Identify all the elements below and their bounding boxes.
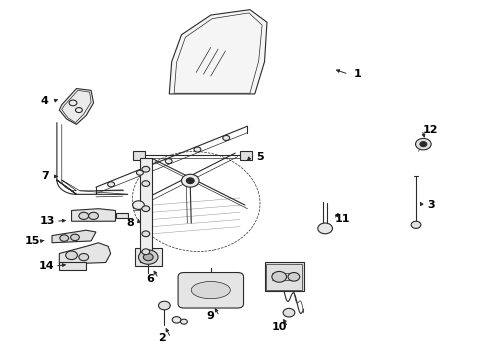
Circle shape	[66, 251, 77, 260]
Text: 13: 13	[39, 216, 55, 226]
Polygon shape	[135, 248, 162, 266]
Text: 5: 5	[256, 152, 264, 162]
Polygon shape	[116, 213, 128, 219]
Polygon shape	[52, 230, 96, 243]
Circle shape	[420, 141, 427, 147]
Circle shape	[142, 206, 150, 212]
Polygon shape	[59, 89, 94, 125]
Circle shape	[79, 212, 89, 220]
Circle shape	[71, 234, 79, 240]
Circle shape	[133, 201, 145, 210]
Polygon shape	[59, 243, 111, 264]
Text: 1: 1	[353, 69, 361, 79]
Text: 6: 6	[146, 274, 154, 284]
Text: 9: 9	[207, 311, 215, 321]
Circle shape	[142, 249, 150, 255]
Circle shape	[139, 250, 158, 264]
Circle shape	[181, 174, 199, 187]
Polygon shape	[133, 151, 145, 160]
Polygon shape	[72, 209, 116, 221]
Circle shape	[89, 212, 98, 220]
Text: 2: 2	[158, 333, 166, 343]
Circle shape	[60, 235, 69, 241]
Text: 11: 11	[335, 215, 350, 224]
Circle shape	[194, 147, 201, 152]
Polygon shape	[169, 10, 267, 94]
Circle shape	[142, 181, 150, 186]
Text: 15: 15	[25, 236, 40, 246]
Circle shape	[144, 253, 153, 261]
Circle shape	[108, 182, 115, 187]
Polygon shape	[140, 158, 152, 262]
Circle shape	[159, 301, 170, 310]
FancyBboxPatch shape	[178, 273, 244, 308]
Circle shape	[411, 221, 421, 228]
Circle shape	[318, 223, 332, 234]
Circle shape	[416, 138, 431, 150]
Text: 3: 3	[427, 200, 435, 210]
Circle shape	[180, 319, 187, 324]
Polygon shape	[240, 151, 252, 160]
Circle shape	[137, 170, 143, 175]
Circle shape	[288, 273, 300, 281]
Circle shape	[172, 317, 181, 323]
Text: 12: 12	[423, 125, 439, 135]
Text: 10: 10	[271, 322, 287, 332]
Circle shape	[142, 231, 150, 237]
Polygon shape	[265, 262, 304, 291]
Circle shape	[272, 271, 287, 282]
Circle shape	[165, 159, 172, 164]
Text: 4: 4	[41, 96, 49, 106]
Circle shape	[75, 108, 82, 113]
Polygon shape	[59, 262, 86, 270]
Circle shape	[142, 166, 150, 172]
Text: 14: 14	[38, 261, 54, 271]
Circle shape	[79, 253, 89, 261]
Circle shape	[186, 178, 194, 184]
Circle shape	[283, 309, 295, 317]
Text: 7: 7	[41, 171, 49, 181]
Ellipse shape	[191, 282, 230, 299]
Circle shape	[69, 100, 77, 106]
Text: 8: 8	[126, 218, 134, 228]
Circle shape	[223, 135, 230, 140]
